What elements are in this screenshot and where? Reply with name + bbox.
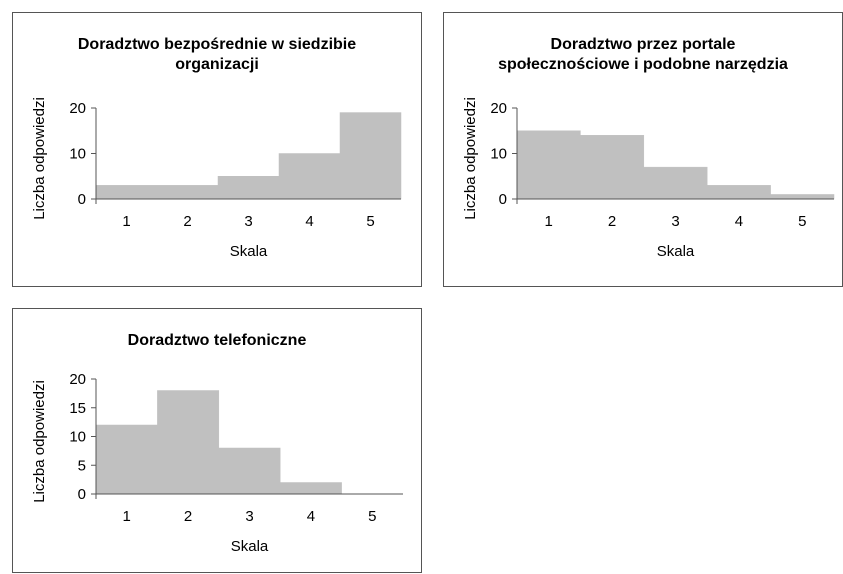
y-tick-label: 0 — [499, 191, 507, 208]
x-tick-label: 3 — [244, 213, 252, 230]
chart-plot: 0 10 20 1 2 3 4 5 Skala Liczba odpowiedzi — [444, 13, 843, 288]
bar-2 — [580, 135, 643, 199]
x-axis-label: Skala — [230, 243, 268, 260]
x-tick-label: 2 — [184, 508, 192, 525]
bar-5 — [340, 113, 401, 199]
x-tick-label: 4 — [307, 508, 315, 525]
bar-3 — [218, 176, 279, 199]
bar-2 — [157, 185, 218, 199]
y-tick-label: 10 — [69, 429, 86, 446]
x-tick-label: 3 — [671, 213, 679, 230]
chart-plot: 0 10 20 1 2 3 4 5 Skala Liczba odpowiedzi — [13, 13, 423, 288]
bar-2 — [157, 391, 218, 495]
y-tick-label: 20 — [69, 100, 86, 117]
x-tick-label: 1 — [122, 213, 130, 230]
y-axis-label: Liczba odpowiedzi — [31, 380, 48, 503]
x-axis-label: Skala — [657, 243, 695, 260]
bar-1 — [517, 131, 580, 199]
y-axis-label: Liczba odpowiedzi — [462, 97, 479, 220]
chart-panel-telephone: Doradztwo telefoniczne 0 5 10 15 20 1 2 3 4 5 Skal… — [12, 308, 422, 573]
y-axis-label: Liczba odpowiedzi — [31, 97, 48, 220]
y-tick-label: 10 — [69, 146, 86, 163]
y-tick-label: 15 — [69, 400, 86, 417]
bar-5 — [771, 194, 834, 199]
bar-3 — [219, 448, 280, 494]
chart-plot: 0 5 10 15 20 1 2 3 4 5 Skala Liczba odpowiedzi — [13, 309, 423, 574]
x-tick-label: 5 — [368, 508, 376, 525]
bar-4 — [280, 483, 341, 495]
y-tick-label: 20 — [490, 100, 507, 117]
bar-4 — [279, 154, 340, 200]
y-tick-label: 20 — [69, 371, 86, 388]
x-tick-label: 3 — [245, 508, 253, 525]
x-tick-label: 5 — [366, 213, 374, 230]
y-tick-label: 0 — [78, 486, 86, 503]
x-tick-label: 5 — [798, 213, 806, 230]
chart-panel-in-person: Doradztwo bezpośrednie w siedzibie organ… — [12, 12, 422, 287]
bar-1 — [96, 185, 157, 199]
x-tick-label: 4 — [305, 213, 313, 230]
x-tick-label: 1 — [123, 508, 131, 525]
x-tick-label: 1 — [545, 213, 553, 230]
bar-3 — [644, 167, 707, 199]
y-tick-label: 10 — [490, 146, 507, 163]
x-tick-label: 4 — [735, 213, 743, 230]
x-axis-label: Skala — [231, 538, 269, 555]
bar-1 — [96, 425, 157, 494]
x-tick-label: 2 — [608, 213, 616, 230]
y-tick-label: 0 — [78, 191, 86, 208]
chart-panel-social-portals: Doradztwo przez portale społecznościowe … — [443, 12, 843, 287]
bar-4 — [707, 185, 770, 199]
x-tick-label: 2 — [183, 213, 191, 230]
y-tick-label: 5 — [78, 457, 86, 474]
